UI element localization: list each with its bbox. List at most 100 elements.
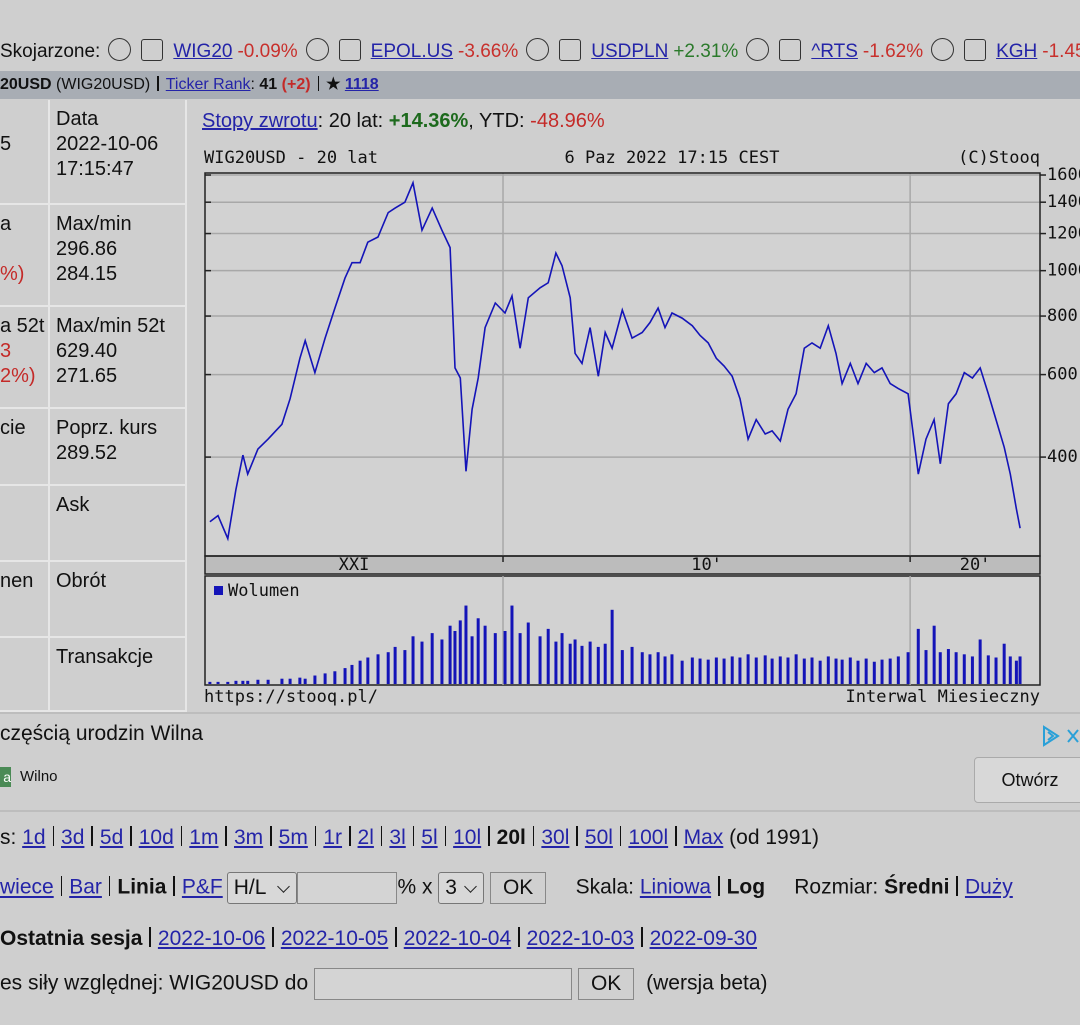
text: Skala: — [552, 875, 640, 899]
volume-bar — [588, 641, 592, 684]
volume-bar — [503, 631, 507, 684]
related-change: -1.62% — [862, 41, 924, 62]
link[interactable]: 5l — [421, 826, 438, 849]
link[interactable]: 5d — [99, 826, 124, 849]
text: Log — [726, 875, 766, 899]
cell-text: Poprz. kurs — [56, 417, 158, 439]
related-link[interactable]: KGH — [996, 41, 1038, 62]
text: (WIG20USD) — [51, 76, 151, 93]
cell-text: Max/min 52t — [56, 315, 165, 337]
link[interactable]: 1118 — [344, 76, 379, 93]
link[interactable]: 3m — [233, 826, 264, 849]
price-line — [209, 180, 1021, 542]
link[interactable]: Ticker Rank — [165, 76, 251, 93]
link[interactable]: 100l — [628, 826, 669, 849]
volume-bar — [518, 633, 522, 684]
separator — [412, 826, 415, 846]
related-change: -1.45 — [1042, 41, 1080, 62]
separator — [956, 875, 958, 896]
volume-bar — [580, 645, 584, 684]
related-link[interactable]: ^RTS — [811, 41, 858, 62]
volume-bar — [246, 680, 250, 684]
text: Rozmiar: — [765, 875, 885, 899]
ad-icons[interactable] — [1040, 724, 1080, 748]
link[interactable]: 2022-09-30 — [649, 927, 758, 950]
cell-text: %) — [0, 263, 25, 285]
text-input[interactable] — [313, 968, 572, 1000]
radio[interactable] — [526, 38, 550, 61]
volume-bar — [464, 605, 468, 684]
link[interactable]: 10d — [138, 826, 174, 849]
volume-bar — [786, 657, 790, 684]
volume-bar — [698, 658, 702, 684]
volume-bar — [714, 657, 718, 684]
checkbox[interactable] — [779, 39, 802, 61]
text: % x — [397, 875, 439, 899]
link[interactable]: 2022-10-06 — [157, 927, 266, 950]
separator — [395, 927, 397, 947]
link[interactable]: Max — [683, 826, 724, 849]
volume-bar — [916, 628, 920, 684]
related-label: Skojarzone: — [0, 41, 101, 62]
y-tick-label: 600 — [1047, 365, 1078, 385]
volume-bar — [538, 636, 542, 684]
y-tick-label: 800 — [1047, 306, 1078, 326]
chart-type-row: wiece Bar Linia P&F H/L % x 3 OK Skala: Liniow… — [0, 872, 1013, 904]
ad-button[interactable]: Otwórz — [974, 757, 1080, 803]
link[interactable]: 50l — [584, 826, 613, 849]
link[interactable]: 2022-10-05 — [280, 927, 389, 950]
volume-bar — [690, 657, 694, 684]
link[interactable]: 1m — [189, 826, 219, 849]
link[interactable]: 1d — [22, 826, 46, 849]
volume-bar — [864, 658, 868, 684]
y-tick-label: 1600 — [1047, 165, 1080, 185]
volume-bar — [208, 681, 212, 684]
related-link[interactable]: WIG20 — [173, 41, 233, 62]
link[interactable]: Stopy zwrotu — [202, 110, 318, 132]
cell-text: cie — [0, 417, 26, 439]
dropdown[interactable]: 3 — [438, 872, 484, 904]
link[interactable]: Bar — [69, 875, 102, 899]
text-input[interactable] — [297, 872, 398, 904]
link[interactable]: 1r — [323, 826, 343, 849]
volume-bar — [986, 655, 990, 684]
separator — [718, 875, 720, 896]
link[interactable]: 3l — [389, 826, 406, 849]
link[interactable]: Liniowa — [639, 875, 712, 899]
radio[interactable] — [305, 38, 329, 61]
checkbox[interactable] — [559, 39, 582, 61]
cell-text: 284.15 — [56, 263, 118, 285]
checkbox[interactable] — [964, 39, 987, 61]
volume-bar — [546, 628, 550, 684]
radio[interactable] — [931, 38, 955, 61]
link[interactable]: 5m — [278, 826, 308, 849]
cell-text: Obrót — [56, 570, 107, 592]
relative-row: es siły względnej: WIG20USD do OK (wersj… — [0, 968, 768, 1000]
button[interactable]: OK — [489, 872, 547, 904]
related-link[interactable]: EPOL.US — [370, 41, 454, 62]
link[interactable]: 30l — [541, 826, 570, 849]
checkbox[interactable] — [141, 39, 164, 61]
link[interactable]: 2022-10-04 — [403, 927, 512, 950]
radio[interactable] — [746, 38, 770, 61]
text: ★ — [326, 76, 345, 93]
link[interactable]: 2l — [357, 826, 374, 849]
ad-headline: częścią urodzin Wilna — [0, 722, 204, 745]
chart-credit: (C)Stooq — [958, 148, 1040, 168]
link[interactable]: 2022-10-03 — [526, 927, 635, 950]
button[interactable]: OK — [577, 968, 635, 1000]
dropdown[interactable]: H/L — [226, 872, 298, 904]
text: -48.96% — [530, 110, 605, 132]
radio[interactable] — [108, 38, 132, 61]
link[interactable]: 3d — [61, 826, 85, 849]
volume-bar — [288, 678, 292, 684]
link[interactable]: Duży — [964, 875, 1013, 899]
link[interactable]: wiece — [0, 875, 54, 899]
separator — [518, 927, 520, 947]
link[interactable]: 10l — [453, 826, 482, 849]
related-link[interactable]: USDPLN — [591, 41, 669, 62]
text: 20USD — [0, 76, 52, 93]
volume-bar — [560, 633, 564, 684]
link[interactable]: P&F — [181, 875, 223, 899]
checkbox[interactable] — [338, 39, 361, 61]
